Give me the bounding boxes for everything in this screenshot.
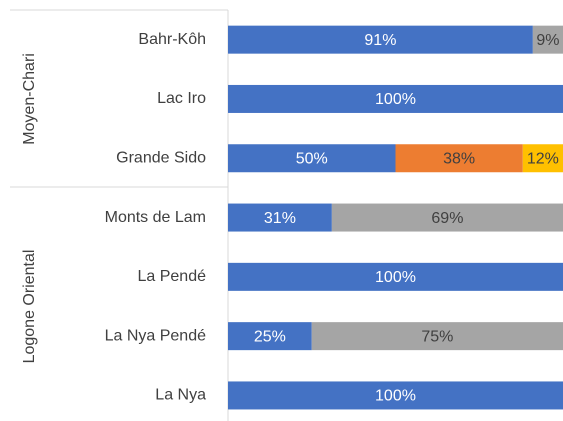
data-label: 38%: [443, 150, 475, 167]
data-label: 25%: [254, 328, 286, 345]
bar-segment: [228, 25, 533, 54]
bar-segment: [331, 203, 563, 232]
data-label: 69%: [431, 210, 463, 227]
data-label: 31%: [264, 210, 296, 227]
bar-segment: [522, 144, 563, 173]
data-label: 100%: [375, 269, 416, 286]
bar-segment: [228, 262, 563, 291]
y-tick-label: La Nya: [155, 387, 206, 404]
bar-segment: [532, 25, 563, 54]
data-label: 50%: [296, 150, 328, 167]
y-tick-label: Lac Iro: [157, 90, 206, 107]
bar-segment: [228, 144, 396, 173]
group-label: Logone Oriental: [21, 250, 38, 364]
bar-segment: [228, 322, 312, 351]
data-label: 9%: [536, 32, 559, 49]
y-tick-label: Monts de Lam: [105, 209, 206, 226]
data-label: 100%: [375, 388, 416, 405]
data-label: 75%: [421, 328, 453, 345]
y-tick-label: Grande Sido: [116, 149, 206, 166]
bar-segment: [311, 322, 563, 351]
bar-segment: [228, 203, 332, 232]
y-tick-label: La Pendé: [137, 268, 206, 285]
y-tick-label: La Nya Pendé: [105, 327, 207, 344]
data-label: 100%: [375, 91, 416, 108]
group-label: Moyen-Chari: [21, 53, 38, 145]
bar-segment: [395, 144, 523, 173]
y-tick-label: Bahr-Kôh: [138, 31, 206, 48]
data-label: 12%: [527, 150, 559, 167]
bar-segment: [228, 381, 563, 410]
data-label: 91%: [364, 32, 396, 49]
bar-segment: [228, 84, 563, 113]
